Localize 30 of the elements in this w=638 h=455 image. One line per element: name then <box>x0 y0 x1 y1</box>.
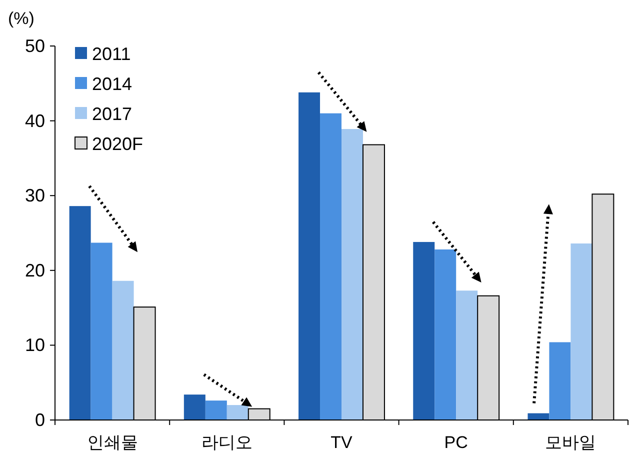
bar <box>342 129 363 420</box>
bar <box>90 242 112 420</box>
y-tick-label: 0 <box>34 410 45 430</box>
y-tick-label: 40 <box>24 110 45 131</box>
bar <box>184 394 206 420</box>
legend-label: 2017 <box>92 104 132 124</box>
bar <box>226 405 248 420</box>
y-tick-label: 20 <box>24 260 45 280</box>
x-tick-label: 라디오 <box>201 433 252 452</box>
legend-label: 2020F <box>92 134 144 154</box>
x-tick-label: 인쇄물 <box>86 433 138 452</box>
bar <box>456 290 478 420</box>
legend-label: 2011 <box>92 44 131 64</box>
bar <box>205 400 227 420</box>
bar <box>570 243 592 420</box>
bar <box>112 280 134 420</box>
bar <box>69 206 91 420</box>
x-tick-label: 모바일 <box>545 433 596 452</box>
x-tick-label: TV <box>330 433 354 452</box>
y-tick-label: 10 <box>24 335 45 356</box>
y-tick-label: 30 <box>24 186 45 206</box>
x-tick-label: PC <box>444 433 468 452</box>
bar <box>549 342 571 420</box>
bar <box>413 242 435 420</box>
bar <box>298 92 320 420</box>
legend-label: 2014 <box>92 74 132 94</box>
y-tick-label: 50 <box>24 36 45 56</box>
bar <box>320 113 342 420</box>
y-axis-title: (%) <box>8 9 34 28</box>
bar <box>434 249 456 420</box>
